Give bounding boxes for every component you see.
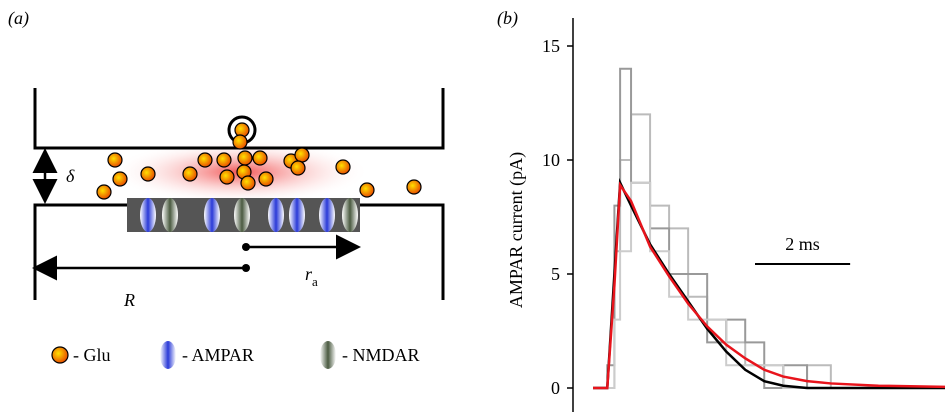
r-label: R xyxy=(123,290,135,310)
legend-label: - NMDAR xyxy=(342,345,420,365)
glu xyxy=(216,152,232,168)
panel-label: (b) xyxy=(497,8,518,29)
glu xyxy=(335,159,351,175)
trace xyxy=(593,177,945,390)
ampar xyxy=(268,198,284,232)
glu xyxy=(252,150,268,166)
legend-glu-icon xyxy=(51,346,69,364)
delta-label: δ xyxy=(66,166,75,186)
glu xyxy=(232,134,248,150)
y-axis-label: AMPAR current (pA) xyxy=(506,152,527,308)
glu xyxy=(290,160,306,176)
legend-ampar-icon xyxy=(160,341,176,369)
ra-sub: a xyxy=(312,274,318,289)
panel-label: (a) xyxy=(8,8,29,29)
nmdar xyxy=(162,198,178,232)
receptors xyxy=(140,198,358,232)
y-tick-label: 15 xyxy=(542,36,560,56)
glu xyxy=(112,171,128,187)
ra-label: ra xyxy=(305,264,318,289)
ampar xyxy=(289,198,305,232)
nmdar xyxy=(234,198,250,232)
trace xyxy=(593,67,945,389)
panel-b: (b) AMPAR current (pA) 0 5 10 15 2 ms xyxy=(497,8,946,412)
glu xyxy=(359,182,375,198)
y-tick-label: 0 xyxy=(551,378,560,398)
glu xyxy=(294,147,310,163)
y-tick-label: 5 xyxy=(551,264,560,284)
trace xyxy=(593,181,945,389)
r-origin xyxy=(242,264,250,272)
glu xyxy=(240,175,256,191)
glutamate-molecules xyxy=(96,122,422,200)
glu xyxy=(182,166,198,182)
legend-nmdar-icon xyxy=(320,341,336,369)
glu xyxy=(96,184,112,200)
glu xyxy=(197,152,213,168)
ra-origin xyxy=(242,243,250,251)
ampar xyxy=(319,198,335,232)
glu xyxy=(219,169,235,185)
glu xyxy=(258,171,274,187)
glu xyxy=(140,166,156,182)
trace xyxy=(593,181,946,390)
ampar xyxy=(140,198,156,232)
ampar xyxy=(204,198,220,232)
scale-bar-label: 2 ms xyxy=(785,234,820,254)
ra-main: r xyxy=(305,264,313,284)
y-tick-label: 10 xyxy=(542,150,560,170)
trace xyxy=(593,113,945,389)
glu xyxy=(237,150,253,166)
legend-label: - AMPAR xyxy=(182,345,254,365)
glu xyxy=(406,179,422,195)
glu xyxy=(107,152,123,168)
legend-label: - Glu xyxy=(73,345,111,365)
nmdar xyxy=(342,198,358,232)
panel-a: (a) δ ra R - Glu - AMPAR - NMDAR xyxy=(8,8,445,369)
